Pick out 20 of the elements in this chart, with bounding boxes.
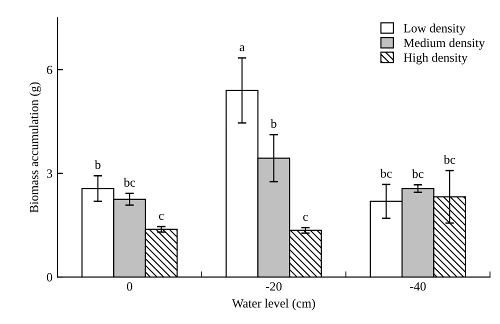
data-label: bc (444, 155, 456, 164)
data-label: c (303, 214, 308, 221)
x-tick-label: -40 (410, 282, 426, 291)
data-label: c (159, 214, 164, 220)
x-axis-title: Water level (cm) (232, 298, 316, 310)
data-label: bc (124, 178, 136, 187)
y-tick-label: 0 (46, 273, 52, 282)
legend-label: Medium density (404, 38, 485, 50)
y-tick-label: 3 (46, 169, 52, 178)
x-tick-label: 0 (126, 282, 132, 291)
x-tick-label: -20 (266, 282, 282, 291)
legend-label: Low density (404, 24, 466, 36)
y-axis-title: Biomass accumulation (g) (29, 82, 41, 213)
y-tick-label: 6 (46, 66, 52, 74)
data-label: b (270, 119, 276, 128)
data-label: bc (412, 169, 424, 178)
legend-label: High density (404, 53, 468, 64)
data-label: b (94, 160, 101, 170)
data-label: bc (380, 168, 392, 178)
data-label: a (240, 45, 245, 52)
